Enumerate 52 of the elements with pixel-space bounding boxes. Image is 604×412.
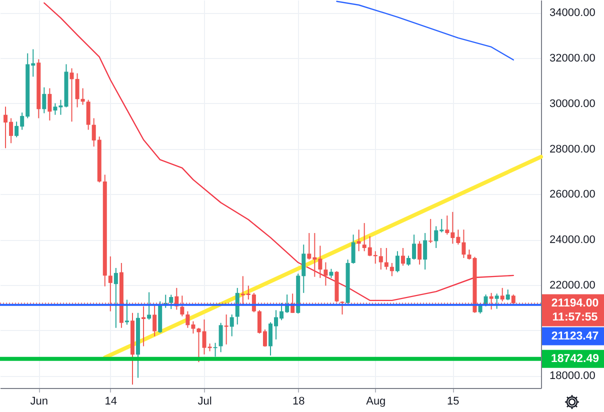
line-series [336,0,514,60]
x-tick-label: 14 [104,396,118,408]
candlestick [467,249,472,260]
candlestick [152,305,157,337]
ref-line-label: 18742.49 [551,352,599,365]
candlestick [400,248,405,266]
y-tick-label: 30000.00 [550,98,596,110]
candlestick [124,299,129,326]
y-tick-label: 34000.00 [550,7,596,20]
candlestick [395,250,400,273]
candlestick [235,287,240,325]
candlestick [142,306,146,347]
candlestick [428,218,433,244]
ref-line-label: 21194.00 [551,297,599,310]
candlestick [423,232,428,270]
candlestick [329,268,334,278]
candlestick [48,88,52,121]
candlestick [218,322,223,353]
x-tick-label: 18 [292,396,305,408]
x-tick-label: Jul [198,396,212,408]
candlestick [500,287,504,302]
text: 11:57:55 [552,311,598,324]
x-tick-label: Jun [30,396,48,408]
x-tick-label: Aug [366,396,386,408]
candlestick [418,240,422,266]
y-tick-label: 28000.00 [550,143,596,156]
candlestick [384,248,388,270]
candlestick [75,72,80,108]
candlestick [147,292,152,320]
candlestick [390,262,394,277]
candlestick [70,68,74,122]
candlestick [494,293,499,310]
candlestick [213,342,218,358]
y-tick-label: 26000.00 [550,188,596,201]
y-tick-label: 32000.00 [550,52,596,65]
ref-line-label: 21123.47 [551,330,599,342]
candlestick [378,248,383,270]
candlestick [169,294,174,310]
candlestick [351,234,356,264]
y-tick-label: 24000.00 [550,234,596,246]
x-tick-label: 15 [447,396,460,408]
candlestick [324,262,328,286]
candlestick [230,314,234,337]
y-tick-label: 22000.00 [550,279,596,292]
candlestick [114,267,118,328]
candlestick [506,289,510,301]
candlestick [42,86,46,114]
candlestick [356,229,361,252]
line-series [44,2,514,302]
y-tick-label: 18000.00 [550,370,596,382]
candlestick [80,88,85,106]
candlestick [86,99,90,130]
